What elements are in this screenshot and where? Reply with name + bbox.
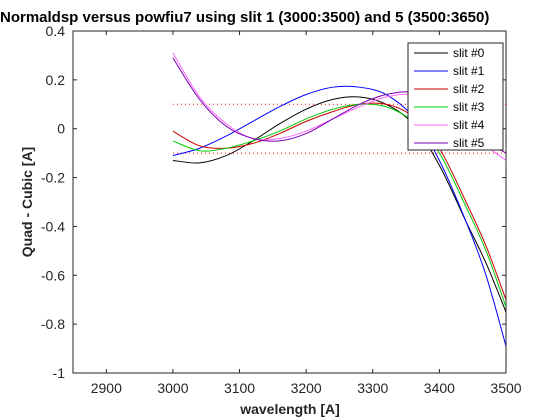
x-tick-label: 3400 <box>424 380 455 396</box>
x-tick-label: 3200 <box>291 380 322 396</box>
x-tick-label: 3300 <box>357 380 388 396</box>
legend-label: slit #3 <box>453 100 485 114</box>
y-tick-label: -0.8 <box>41 316 65 332</box>
y-tick-label: -0.4 <box>41 218 65 234</box>
y-axis-label: Quad - Cubic [A] <box>19 147 35 257</box>
x-tick-label: 2900 <box>91 380 122 396</box>
legend: slit #0 slit #1 slit #2 slit #3 slit #4 slit … <box>407 42 504 151</box>
legend-label: slit #5 <box>453 136 485 150</box>
legend-label: slit #0 <box>453 46 485 60</box>
x-tick-label: 3500 <box>490 380 521 396</box>
y-axis-ticks: -1 -0.8 -0.6 -0.4 -0.2 0 0.2 0.4 <box>41 23 506 381</box>
x-axis-label: wavelength [A] <box>239 401 340 417</box>
chart-title: Normaldsp versus powfiu7 using slit 1 (3… <box>0 9 489 26</box>
series-line-slit1 <box>172 85 506 347</box>
y-tick-label: -0.2 <box>41 170 65 186</box>
y-tick-label: 0 <box>57 121 65 137</box>
y-tick-label: -1 <box>53 365 66 381</box>
y-tick-label: 0.2 <box>46 72 66 88</box>
series-line-slit3 <box>172 103 506 308</box>
legend-label: slit #1 <box>453 64 485 78</box>
x-tick-label: 3000 <box>157 380 188 396</box>
legend-box <box>407 42 504 151</box>
legend-label: slit #4 <box>453 118 485 132</box>
y-tick-label: -0.6 <box>41 267 65 283</box>
y-tick-label: 0.4 <box>46 23 66 39</box>
legend-label: slit #2 <box>453 82 485 96</box>
x-axis-ticks: 2900 3000 3100 3200 3300 3400 3500 <box>91 31 522 396</box>
x-tick-label: 3100 <box>224 380 255 396</box>
